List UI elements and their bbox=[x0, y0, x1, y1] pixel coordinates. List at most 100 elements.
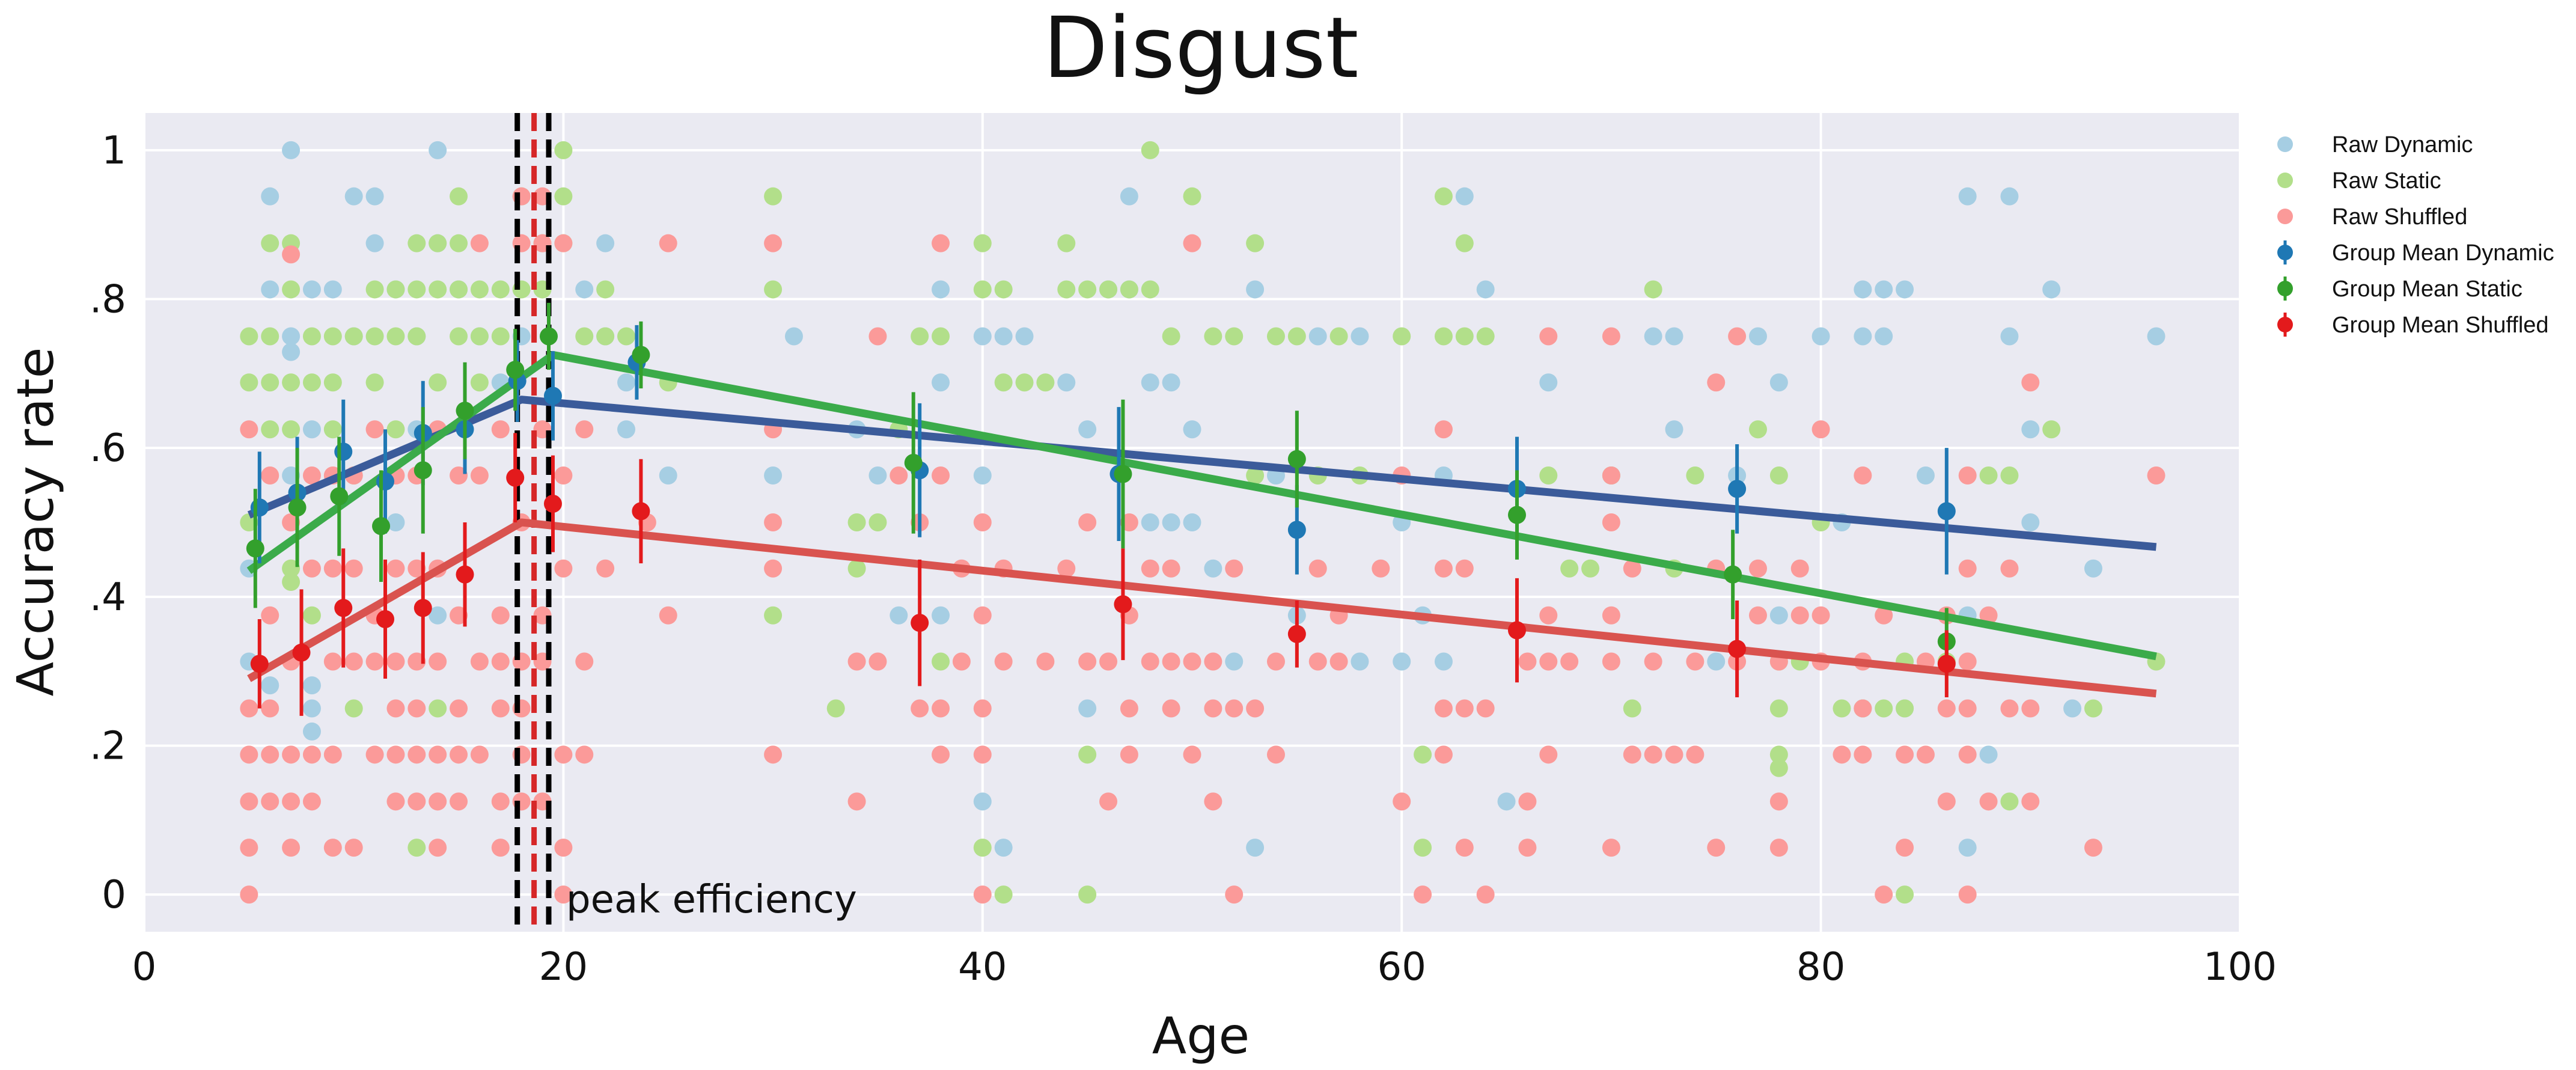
raw-point bbox=[1686, 466, 1705, 485]
raw-point bbox=[596, 280, 615, 299]
mean-point bbox=[1287, 625, 1306, 643]
raw-point bbox=[1141, 513, 1159, 531]
raw-point bbox=[450, 745, 468, 764]
raw-point bbox=[973, 466, 992, 485]
raw-point bbox=[2000, 466, 2019, 485]
raw-point bbox=[344, 187, 363, 206]
mean-point bbox=[1507, 621, 1526, 640]
raw-point bbox=[932, 466, 950, 485]
raw-point bbox=[491, 420, 510, 439]
raw-point bbox=[2000, 187, 2019, 206]
raw-point bbox=[1854, 280, 1872, 299]
legend-swatch bbox=[2277, 136, 2293, 152]
mean-point bbox=[1114, 465, 1132, 483]
raw-point bbox=[365, 420, 384, 439]
raw-point bbox=[1120, 187, 1138, 206]
raw-point bbox=[1958, 466, 1977, 485]
raw-point bbox=[470, 327, 489, 346]
raw-point bbox=[554, 234, 573, 252]
raw-point bbox=[1602, 839, 1620, 857]
raw-point bbox=[1162, 559, 1180, 578]
x-tick-label: 80 bbox=[1796, 945, 1845, 989]
raw-point bbox=[764, 234, 783, 252]
raw-point bbox=[1455, 699, 1474, 718]
x-tick-label: 100 bbox=[2203, 945, 2277, 989]
raw-point bbox=[470, 466, 489, 485]
raw-point bbox=[1560, 559, 1579, 578]
raw-point bbox=[1623, 745, 1641, 764]
raw-point bbox=[2147, 466, 2165, 485]
raw-point bbox=[1393, 792, 1411, 811]
raw-point bbox=[282, 573, 301, 592]
raw-point bbox=[1476, 280, 1495, 299]
raw-point bbox=[1287, 327, 1306, 346]
raw-point bbox=[1141, 373, 1159, 392]
raw-point bbox=[764, 606, 783, 625]
raw-point bbox=[261, 327, 279, 346]
raw-point bbox=[554, 141, 573, 159]
mean-point bbox=[1728, 480, 1747, 498]
raw-point bbox=[386, 513, 405, 531]
raw-point bbox=[952, 652, 971, 671]
raw-point bbox=[1602, 652, 1620, 671]
raw-point bbox=[1896, 745, 1914, 764]
raw-point bbox=[932, 652, 950, 671]
raw-point bbox=[1308, 559, 1327, 578]
mean-point bbox=[1287, 521, 1306, 539]
raw-point bbox=[1979, 745, 1998, 764]
mean-point bbox=[539, 327, 558, 346]
legend-label: Group Mean Dynamic bbox=[2332, 240, 2554, 266]
mean-point bbox=[911, 614, 929, 632]
raw-point bbox=[932, 327, 950, 346]
y-tick-label: .2 bbox=[90, 724, 126, 768]
raw-point bbox=[1644, 745, 1662, 764]
raw-point bbox=[365, 652, 384, 671]
raw-point bbox=[407, 699, 426, 718]
raw-point bbox=[261, 699, 279, 718]
mean-point bbox=[414, 599, 432, 617]
raw-point bbox=[261, 234, 279, 252]
raw-point bbox=[596, 327, 615, 346]
mean-point bbox=[246, 539, 264, 558]
raw-point bbox=[450, 792, 468, 811]
raw-point bbox=[1414, 839, 1432, 857]
raw-point bbox=[323, 839, 342, 857]
raw-point bbox=[429, 280, 447, 299]
raw-point bbox=[1183, 652, 1201, 671]
raw-point bbox=[302, 373, 321, 392]
raw-point bbox=[491, 327, 510, 346]
raw-point bbox=[323, 652, 342, 671]
raw-point bbox=[302, 745, 321, 764]
raw-point bbox=[1854, 699, 1872, 718]
raw-point bbox=[1769, 606, 1788, 625]
raw-point bbox=[1434, 559, 1453, 578]
raw-point bbox=[1665, 745, 1683, 764]
raw-point bbox=[1875, 327, 1893, 346]
raw-point bbox=[764, 187, 783, 206]
raw-point bbox=[1497, 792, 1516, 811]
raw-point bbox=[1266, 327, 1285, 346]
raw-point bbox=[386, 652, 405, 671]
raw-point bbox=[932, 280, 950, 299]
raw-point bbox=[1162, 652, 1180, 671]
raw-point bbox=[1769, 839, 1788, 857]
raw-point bbox=[407, 745, 426, 764]
raw-point bbox=[1204, 699, 1222, 718]
raw-point bbox=[1644, 327, 1662, 346]
raw-point bbox=[1958, 559, 1977, 578]
raw-point bbox=[1896, 885, 1914, 904]
raw-point bbox=[1979, 606, 1998, 625]
raw-point bbox=[2063, 699, 2082, 718]
mean-point bbox=[1937, 502, 1956, 521]
raw-point bbox=[470, 373, 489, 392]
raw-point bbox=[407, 234, 426, 252]
peak-annotation: peak efficiency bbox=[566, 878, 857, 922]
raw-point bbox=[1833, 745, 1851, 764]
raw-point bbox=[1769, 792, 1788, 811]
raw-point bbox=[491, 606, 510, 625]
raw-point bbox=[1162, 513, 1180, 531]
raw-point bbox=[429, 652, 447, 671]
raw-point bbox=[1078, 745, 1097, 764]
raw-point bbox=[2084, 699, 2102, 718]
raw-point bbox=[491, 792, 510, 811]
